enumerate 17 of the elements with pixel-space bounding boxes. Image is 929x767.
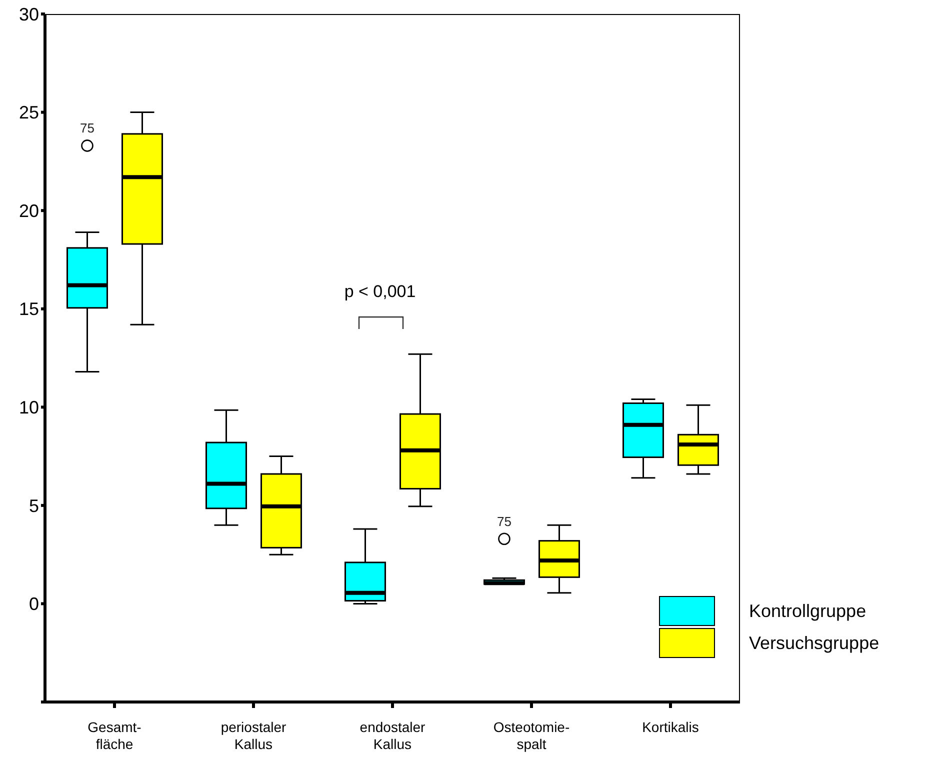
y-tick-label: 20 — [18, 200, 39, 221]
x-tick-label: Kortikalis — [642, 719, 699, 735]
y-tick-label: 30 — [18, 4, 39, 24]
y-tick-label: 15 — [18, 299, 39, 320]
x-tick-label: endostaler Kallus — [360, 719, 426, 752]
y-tick-label: 25 — [18, 102, 39, 123]
x-tick-label: Gesamt- fläche — [88, 719, 142, 752]
x-tick-label: periostaler Kallus — [220, 719, 287, 752]
legend-label: Versuchsgruppe — [749, 632, 880, 654]
y-tick-label: 5 — [28, 496, 39, 516]
annotation: 75 — [80, 120, 94, 136]
annotation: 75 — [497, 514, 512, 529]
y-tick-label: 0 — [28, 594, 39, 614]
y-tick-label: 10 — [18, 398, 39, 418]
legend-label: Kontrollgruppe — [749, 600, 866, 622]
x-tick-label: Osteotomie- spalt — [493, 719, 570, 752]
annotation: p < 0,001 — [343, 282, 417, 302]
